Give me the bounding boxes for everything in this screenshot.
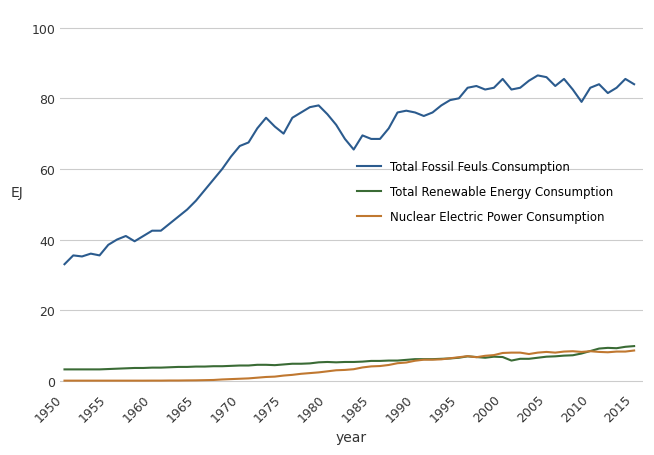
Nuclear Electric Power Consumption (306, 370, 314, 376)
Y-axis label: EJ: EJ (11, 186, 24, 199)
Total Fossil Feuls Consumption (61, 262, 69, 268)
Total Renewable Energy Consumption (587, 349, 594, 354)
Line: Total Renewable Energy Consumption: Total Renewable Energy Consumption (65, 346, 634, 369)
Total Renewable Energy Consumption (306, 361, 314, 366)
Nuclear Electric Power Consumption (201, 378, 209, 383)
Nuclear Electric Power Consumption (236, 376, 244, 382)
Total Renewable Energy Consumption (61, 367, 69, 372)
Total Fossil Feuls Consumption (630, 82, 638, 88)
Total Fossil Feuls Consumption (236, 144, 244, 149)
Total Renewable Energy Consumption (508, 358, 515, 364)
Total Fossil Feuls Consumption (595, 82, 603, 88)
Nuclear Electric Power Consumption (630, 348, 638, 354)
Total Fossil Feuls Consumption (534, 74, 542, 79)
Total Fossil Feuls Consumption (508, 88, 515, 93)
Total Renewable Energy Consumption (201, 364, 209, 369)
Nuclear Electric Power Consumption (61, 378, 69, 384)
Line: Total Fossil Feuls Consumption: Total Fossil Feuls Consumption (65, 76, 634, 265)
Legend: Total Fossil Feuls Consumption, Total Renewable Energy Consumption, Nuclear Elec: Total Fossil Feuls Consumption, Total Re… (351, 155, 619, 229)
Total Fossil Feuls Consumption (105, 243, 112, 248)
Total Fossil Feuls Consumption (201, 188, 209, 193)
Nuclear Electric Power Consumption (148, 378, 156, 384)
Line: Nuclear Electric Power Consumption: Nuclear Electric Power Consumption (65, 351, 634, 381)
Nuclear Electric Power Consumption (508, 350, 515, 355)
Nuclear Electric Power Consumption (587, 349, 594, 354)
Total Renewable Energy Consumption (148, 365, 156, 370)
X-axis label: year: year (336, 430, 367, 444)
Total Renewable Energy Consumption (630, 344, 638, 349)
Total Renewable Energy Consumption (236, 363, 244, 369)
Total Fossil Feuls Consumption (306, 105, 314, 111)
